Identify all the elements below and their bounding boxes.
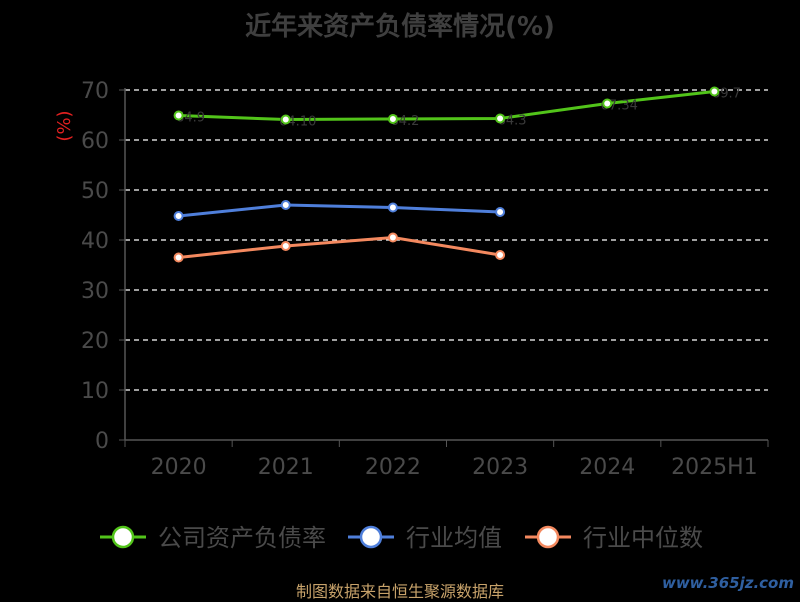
data-point (280, 114, 291, 125)
data-point (173, 110, 184, 121)
y-tick-label: 40 (81, 229, 109, 254)
series-2 (173, 232, 506, 263)
y-tick-label: 60 (81, 129, 109, 154)
y-tick-label: 50 (81, 179, 109, 204)
source-footer: 制图数据来自恒生聚源数据库 (295, 582, 504, 601)
legend-item-2: 行业中位数 (525, 524, 703, 552)
x-tick-label: 2022 (365, 455, 421, 480)
data-point (173, 211, 184, 221)
data-point (387, 202, 398, 213)
data-point (495, 250, 506, 260)
data-point (173, 252, 184, 263)
data-point (602, 98, 613, 109)
x-tick-label: 2020 (151, 455, 207, 480)
data-point (280, 241, 291, 251)
x-tick-label: 2025H1 (671, 455, 758, 480)
legend-marker (359, 525, 383, 549)
series-line (178, 235, 501, 259)
y-tick-label: 0 (95, 429, 109, 454)
chart-title: 近年来资产负债率情况(%) (245, 12, 555, 42)
axis-layer: 0 10 20 30 40 50 60 70 (%) 2020 2021 2022 2023 2024 20… (54, 79, 769, 480)
series-line (178, 203, 501, 218)
x-tick-label: 2021 (258, 455, 314, 480)
legend: 公司资产负债率 行业均值 行业中位数 (100, 524, 703, 552)
legend-marker (536, 525, 560, 549)
grid-layer (125, 89, 768, 391)
y-tick-label: 20 (81, 329, 109, 354)
watermark-logo: www.365jz.com (661, 574, 794, 592)
legend-marker (111, 525, 135, 549)
data-point (280, 200, 291, 210)
legend-label: 行业中位数 (583, 524, 703, 552)
legend-label: 行业均值 (406, 524, 502, 552)
y-tick-label: 70 (81, 79, 109, 104)
legend-item-0: 公司资产负债率 (100, 524, 326, 552)
legend-item-1: 行业均值 (348, 524, 502, 552)
series-1 (173, 200, 506, 221)
y-axis-label: (%) (54, 110, 75, 141)
x-tick-label: 2024 (579, 455, 635, 480)
data-point (495, 113, 506, 124)
data-point (387, 114, 398, 124)
y-tick-label: 30 (81, 279, 109, 304)
legend-label: 公司资产负债率 (158, 524, 326, 552)
series-line (178, 90, 715, 122)
data-point (709, 86, 720, 97)
y-tick-label: 10 (81, 379, 109, 404)
data-point (495, 207, 506, 217)
x-tick-label: 2023 (472, 455, 528, 480)
data-point (387, 232, 398, 243)
